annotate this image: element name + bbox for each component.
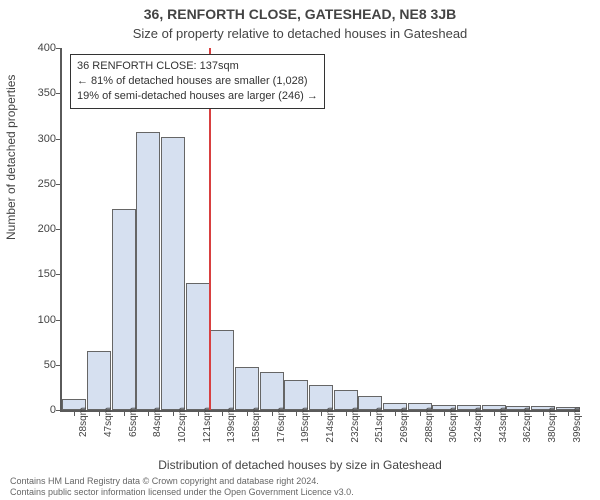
y-tick-mark <box>56 184 62 185</box>
x-tick-mark <box>469 410 470 416</box>
x-tick-label: 139sqm <box>226 407 237 443</box>
x-tick-label: 399sqm <box>572 407 583 443</box>
x-tick-label: 176sqm <box>276 407 287 443</box>
x-tick-label: 121sqm <box>202 407 213 443</box>
x-axis-label: Distribution of detached houses by size … <box>0 458 600 472</box>
y-tick-mark <box>56 410 62 411</box>
y-tick-label: 200 <box>22 223 56 235</box>
x-tick-mark <box>247 410 248 416</box>
plot-area: 05010015020025030035040028sqm47sqm65sqm8… <box>60 48 580 412</box>
y-tick-label: 250 <box>22 178 56 190</box>
x-tick-mark <box>568 410 569 416</box>
x-tick-label: 28sqm <box>78 407 89 437</box>
histogram-chart: 36, RENFORTH CLOSE, GATESHEAD, NE8 3JB S… <box>0 0 600 500</box>
x-tick-label: 195sqm <box>300 407 311 443</box>
footer-line-1: Contains HM Land Registry data © Crown c… <box>10 476 354 487</box>
x-tick-label: 380sqm <box>547 407 558 443</box>
histogram-bar <box>186 283 210 410</box>
y-tick-mark <box>56 365 62 366</box>
x-tick-mark <box>124 410 125 416</box>
y-tick-label: 100 <box>22 314 56 326</box>
y-tick-label: 350 <box>22 87 56 99</box>
x-tick-mark <box>148 410 149 416</box>
y-tick-label: 50 <box>22 359 56 371</box>
histogram-bar <box>87 351 111 410</box>
y-tick-label: 0 <box>22 404 56 416</box>
x-tick-label: 288sqm <box>424 407 435 443</box>
x-tick-label: 158sqm <box>251 407 262 443</box>
y-tick-label: 300 <box>22 133 56 145</box>
info-box-line: 36 RENFORTH CLOSE: 137sqm <box>77 59 318 74</box>
x-tick-mark <box>395 410 396 416</box>
chart-title-sub: Size of property relative to detached ho… <box>0 26 600 41</box>
x-tick-label: 102sqm <box>177 407 188 443</box>
footer-line-2: Contains public sector information licen… <box>10 487 354 498</box>
info-box: 36 RENFORTH CLOSE: 137sqm← 81% of detach… <box>70 54 325 109</box>
x-tick-mark <box>272 410 273 416</box>
x-tick-label: 343sqm <box>498 407 509 443</box>
x-tick-mark <box>444 410 445 416</box>
x-tick-mark <box>518 410 519 416</box>
y-tick-mark <box>56 320 62 321</box>
x-tick-mark <box>198 410 199 416</box>
x-tick-mark <box>296 410 297 416</box>
x-tick-mark <box>420 410 421 416</box>
x-tick-mark <box>370 410 371 416</box>
y-tick-mark <box>56 48 62 49</box>
x-tick-mark <box>321 410 322 416</box>
x-tick-mark <box>494 410 495 416</box>
y-tick-label: 150 <box>22 268 56 280</box>
y-axis-label: Number of detached properties <box>4 75 18 240</box>
y-tick-label: 400 <box>22 42 56 54</box>
x-tick-label: 84sqm <box>152 407 163 437</box>
x-tick-mark <box>173 410 174 416</box>
x-tick-label: 306sqm <box>448 407 459 443</box>
x-tick-label: 324sqm <box>473 407 484 443</box>
x-tick-label: 362sqm <box>522 407 533 443</box>
info-box-line: ← 81% of detached houses are smaller (1,… <box>77 74 318 89</box>
y-tick-mark <box>56 93 62 94</box>
x-tick-mark <box>346 410 347 416</box>
histogram-bar <box>235 367 259 410</box>
histogram-bar <box>112 209 136 410</box>
y-tick-mark <box>56 274 62 275</box>
x-tick-mark <box>543 410 544 416</box>
x-tick-label: 251sqm <box>374 407 385 443</box>
histogram-bar <box>161 137 185 410</box>
y-tick-mark <box>56 139 62 140</box>
histogram-bar <box>260 372 284 410</box>
x-tick-label: 269sqm <box>399 407 410 443</box>
info-box-line: 19% of semi-detached houses are larger (… <box>77 89 318 104</box>
x-tick-label: 214sqm <box>325 407 336 443</box>
footer-attribution: Contains HM Land Registry data © Crown c… <box>10 476 354 498</box>
histogram-bar <box>284 380 308 410</box>
x-tick-mark <box>222 410 223 416</box>
x-tick-label: 232sqm <box>350 407 361 443</box>
x-tick-label: 65sqm <box>128 407 139 437</box>
x-tick-mark <box>74 410 75 416</box>
x-tick-label: 47sqm <box>103 407 114 437</box>
histogram-bar <box>210 330 234 410</box>
y-tick-mark <box>56 229 62 230</box>
histogram-bar <box>136 132 160 410</box>
chart-title-main: 36, RENFORTH CLOSE, GATESHEAD, NE8 3JB <box>0 6 600 22</box>
x-tick-mark <box>99 410 100 416</box>
